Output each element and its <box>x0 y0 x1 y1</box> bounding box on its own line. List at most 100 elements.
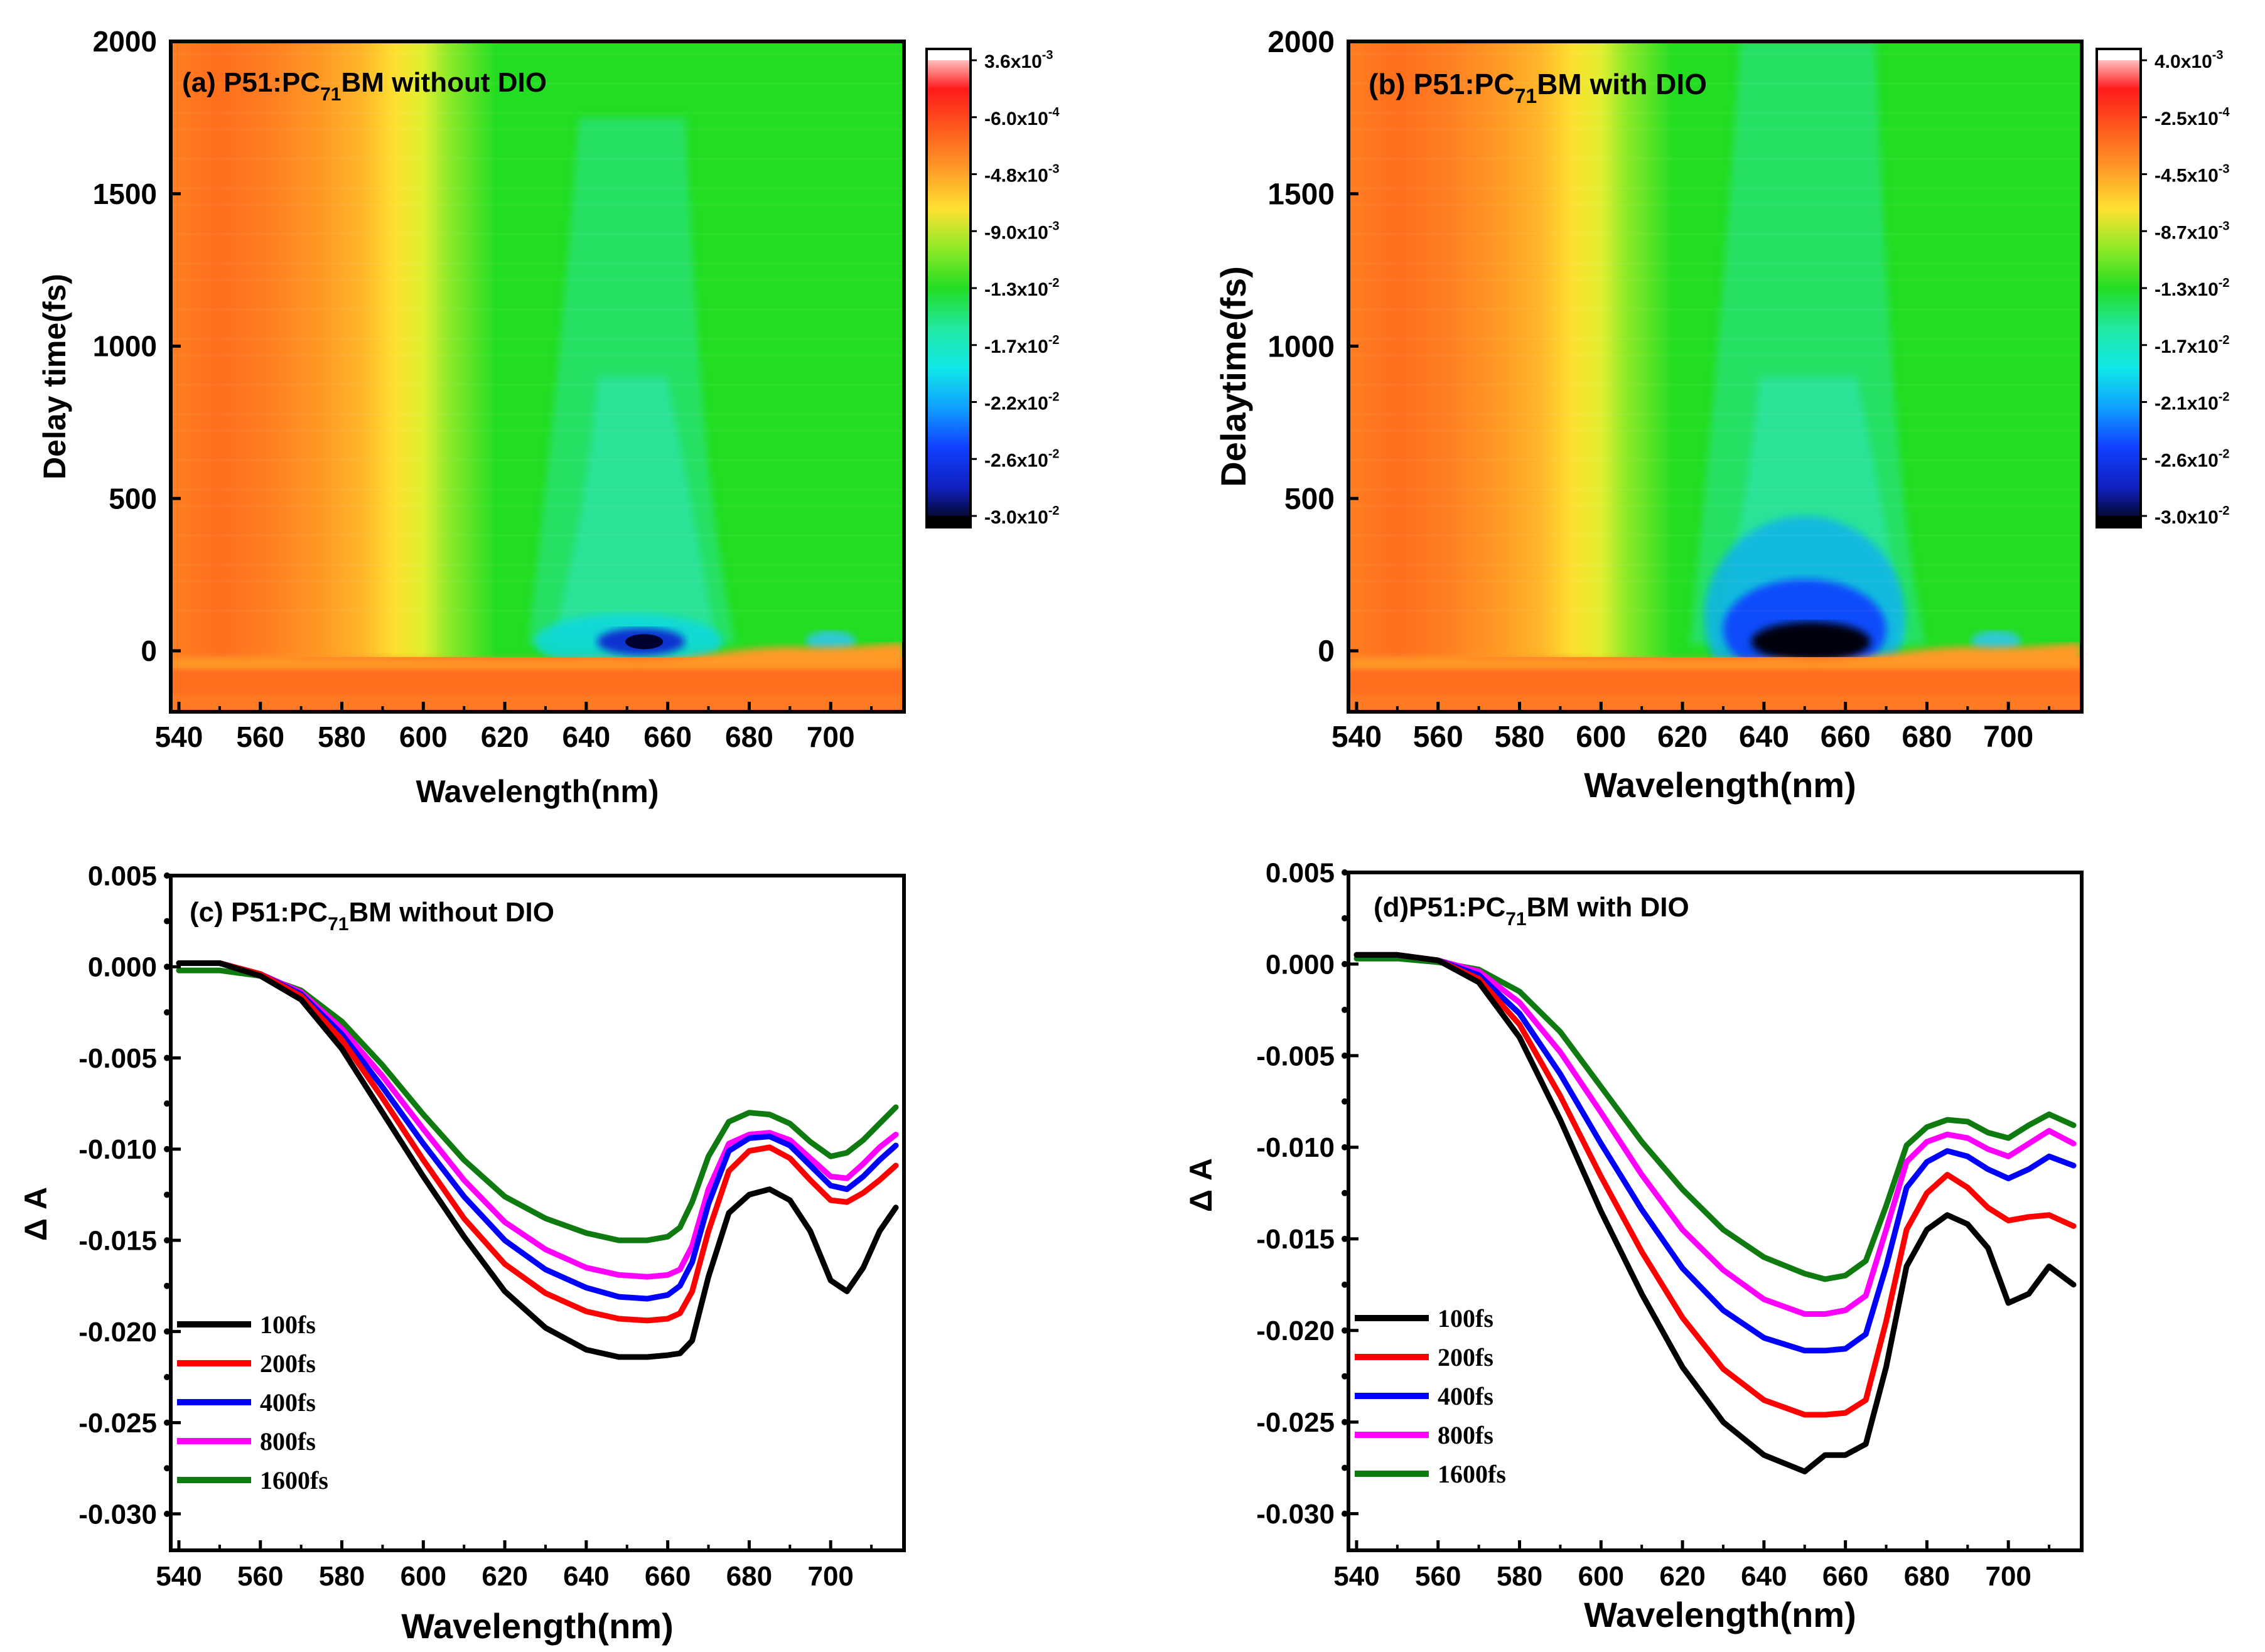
heat-gradient <box>1348 41 1675 712</box>
colorbar-label: -2.6x10-2 <box>984 447 1060 471</box>
colorbar-label: -3.0x10-2 <box>984 504 1060 528</box>
colorbar-label: -1.7x10-2 <box>2155 333 2230 357</box>
x-tick-label: 600 <box>401 1561 446 1592</box>
heat-zero-strip <box>171 669 904 695</box>
y-tick-label: -0.030 <box>78 1499 157 1530</box>
y-tick-label: -0.025 <box>78 1408 157 1439</box>
y-minor-tick <box>1342 1098 1348 1105</box>
x-axis-d: 540 560 580 600 620 640 660 680 700 <box>1333 1540 2051 1592</box>
panel-title-a: (a) P51:PC71BM without DIO <box>182 67 547 105</box>
y-minor-tick <box>1342 1464 1348 1471</box>
y-minor-tick <box>1342 1510 1348 1517</box>
y-minor-tick <box>1342 914 1348 921</box>
plot-frame-d <box>1347 871 2084 1552</box>
x-tick-label: 660 <box>643 721 692 753</box>
x-tick-label: 600 <box>399 721 448 753</box>
legend-label-1600fs: 1600fs <box>1438 1460 1506 1488</box>
y-axis-label-d: Δ A <box>1183 1158 1219 1212</box>
colorbar-bottom-cap <box>2097 516 2141 527</box>
series-line-800fs <box>176 960 899 1280</box>
colorbar-bottom-cap <box>927 516 971 527</box>
y-axis-label-a: Delay time(fs) <box>37 274 72 480</box>
x-tick-label: 600 <box>1576 721 1626 754</box>
colorbar-label: 3.6x10-3 <box>984 48 1053 72</box>
x-tick-label: 680 <box>725 721 773 753</box>
y-minor-tick <box>164 1191 170 1198</box>
lines-c <box>176 960 899 1360</box>
x-tick-label: 600 <box>1578 1561 1624 1592</box>
x-tick-label: 660 <box>1821 721 1871 754</box>
y-tick-label: -0.015 <box>1256 1224 1335 1255</box>
heat-zero-ridge <box>171 643 904 670</box>
series-line-400fs <box>176 960 899 1302</box>
x-tick-label: 580 <box>318 721 366 753</box>
panel-a: 540 560 580 600 620 640 660 680 700 2000 1500 1000… <box>37 25 1060 809</box>
x-tick-label: 540 <box>1332 721 1382 754</box>
y-tick-label: -0.025 <box>1256 1407 1335 1438</box>
panel-title-d: (d)P51:PC71BM with DIO <box>1374 892 1689 930</box>
y-tick-label: 0 <box>141 635 157 667</box>
y-minor-tick <box>164 1009 170 1016</box>
series-line-100fs <box>1353 952 2077 1474</box>
y-minor-tick <box>164 1328 170 1335</box>
y-minor-tick <box>164 1237 170 1244</box>
colorbar-label: -2.2x10-2 <box>984 390 1060 414</box>
y-minor-tick <box>164 1145 170 1152</box>
y-axis-a: 2000 1500 1000 500 0 <box>93 25 181 667</box>
x-tick-label: 620 <box>1657 721 1708 754</box>
y-minor-tick <box>1342 1144 1348 1150</box>
series-line-200fs <box>1353 952 2077 1418</box>
y-tick-label: -0.015 <box>78 1225 157 1256</box>
x-tick-label: 620 <box>481 721 529 753</box>
x-tick-label: 560 <box>237 1561 283 1592</box>
y-tick-label: 1500 <box>1267 178 1335 212</box>
y-tick-label: 1000 <box>1267 330 1335 363</box>
x-tick-label: 680 <box>1902 721 1952 754</box>
colorbar-label: -8.7x10-3 <box>2155 219 2230 243</box>
y-minor-tick <box>164 918 170 925</box>
x-tick-label: 700 <box>1985 1561 2031 1592</box>
y-tick-label: 0 <box>1318 635 1335 668</box>
heat-zero-strip <box>1348 669 2082 695</box>
x-tick-label: 640 <box>563 1561 609 1592</box>
heat-cyan-core <box>553 377 717 645</box>
y-tick-label: 0.005 <box>88 861 157 891</box>
x-tick-label: 580 <box>319 1561 365 1592</box>
y-tick-label: 0.000 <box>1266 949 1335 980</box>
legend-label-100fs: 100fs <box>1438 1304 1493 1333</box>
colorbar-label: -6.0x10-4 <box>984 105 1060 129</box>
y-axis-b: 2000 1500 1000 500 0 <box>1267 26 1358 668</box>
y-minor-tick <box>164 1419 170 1426</box>
x-tick-label: 560 <box>236 721 284 753</box>
y-minor-tick <box>1342 1327 1348 1334</box>
legend-label-200fs: 200fs <box>260 1349 316 1378</box>
colorbar-label: -2.6x10-2 <box>2155 447 2230 471</box>
x-tick-label: 540 <box>1333 1561 1379 1592</box>
x-tick-label: 700 <box>1983 721 2033 754</box>
y-tick-label: 500 <box>1284 483 1335 516</box>
lines-d <box>1353 952 2077 1474</box>
legend-label-800fs: 800fs <box>1438 1421 1493 1449</box>
legend-label-400fs: 400fs <box>1438 1382 1493 1410</box>
y-tick-label: 2000 <box>1267 26 1335 59</box>
x-axis-c: 540 560 580 600 620 640 660 680 700 <box>156 1540 873 1592</box>
x-axis-label-b: Wavelength(nm) <box>1584 765 1856 805</box>
x-tick-label: 560 <box>1413 721 1463 754</box>
y-minor-tick <box>164 1373 170 1380</box>
heat-zero-ridge <box>1348 643 2082 670</box>
legend-c: 100fs 200fs 400fs 800fs 1600fs <box>177 1311 328 1494</box>
colorbar-label: -1.7x10-2 <box>984 333 1060 357</box>
panel-d: 540 560 580 600 620 640 660 680 700 0.005 0.000 -0… <box>1183 857 2084 1634</box>
heat-spot-core <box>625 634 664 650</box>
x-tick-label: 660 <box>1822 1561 1868 1592</box>
x-tick-label: 700 <box>807 1561 853 1592</box>
x-axis-label-d: Wavelength(nm) <box>1584 1595 1856 1634</box>
y-tick-label: 2000 <box>93 25 157 58</box>
y-minor-tick <box>1342 1006 1348 1013</box>
y-minor-tick <box>164 1465 170 1472</box>
colorbar-label: -9.0x10-3 <box>984 219 1060 243</box>
series-line-1600fs <box>1353 955 2077 1282</box>
y-tick-label: 0.000 <box>88 952 157 983</box>
y-axis-d: 0.005 0.000 -0.005 -0.010 -0.015 -0.020 -0.025… <box>1256 857 1358 1530</box>
